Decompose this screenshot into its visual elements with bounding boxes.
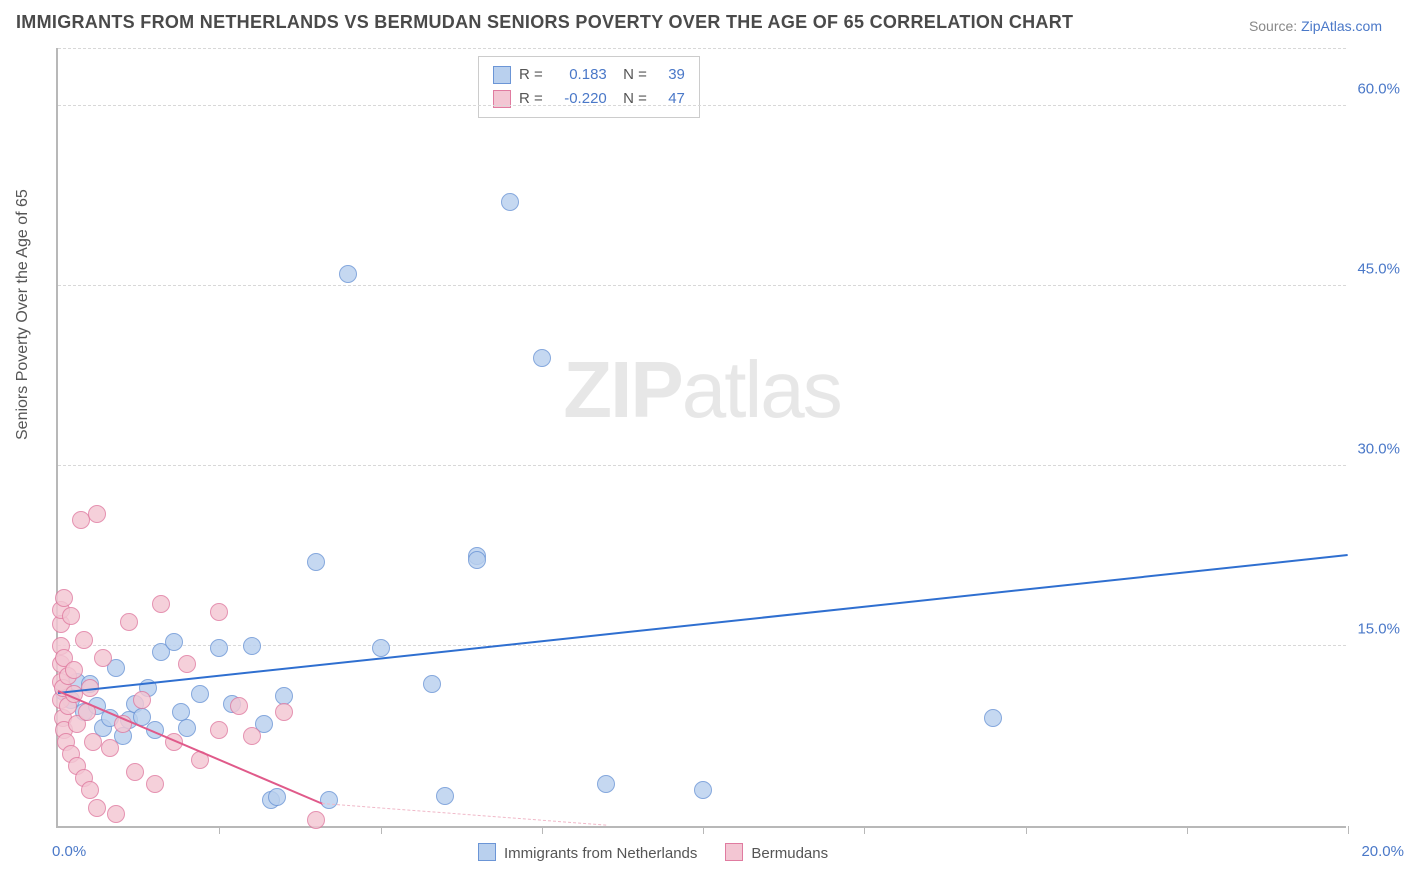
data-point bbox=[178, 719, 196, 737]
data-point bbox=[210, 639, 228, 657]
data-point bbox=[436, 787, 454, 805]
gridline-h bbox=[58, 285, 1346, 286]
legend-r-label: R = bbox=[519, 63, 543, 87]
data-point bbox=[81, 781, 99, 799]
data-point bbox=[339, 265, 357, 283]
x-tick-minor bbox=[219, 826, 220, 834]
data-point bbox=[533, 349, 551, 367]
data-point bbox=[101, 739, 119, 757]
scatter-plot-area: ZIPatlas R = 0.183 N = 39R = -0.220 N = 47 0… bbox=[56, 48, 1346, 828]
y-tick-label: 60.0% bbox=[1357, 81, 1400, 98]
legend-r-value: -0.220 bbox=[551, 87, 607, 111]
data-point bbox=[694, 781, 712, 799]
legend-label: Immigrants from Netherlands bbox=[504, 845, 697, 862]
data-point bbox=[88, 799, 106, 817]
data-point bbox=[210, 721, 228, 739]
gridline-h bbox=[58, 105, 1346, 106]
data-point bbox=[55, 589, 73, 607]
data-point bbox=[178, 655, 196, 673]
x-tick-minor bbox=[381, 826, 382, 834]
legend-label: Bermudans bbox=[751, 845, 828, 862]
legend-item: Immigrants from Netherlands bbox=[478, 843, 697, 862]
data-point bbox=[75, 631, 93, 649]
chart-title: IMMIGRANTS FROM NETHERLANDS VS BERMUDAN … bbox=[16, 12, 1073, 33]
legend-swatch bbox=[493, 66, 511, 84]
x-axis-max-label: 20.0% bbox=[1361, 843, 1404, 860]
data-point bbox=[133, 691, 151, 709]
gridline-h bbox=[58, 48, 1346, 49]
data-point bbox=[146, 775, 164, 793]
legend-r-label: R = bbox=[519, 87, 543, 111]
x-axis-min-label: 0.0% bbox=[52, 843, 86, 860]
x-tick-minor bbox=[542, 826, 543, 834]
source-attribution: Source: ZipAtlas.com bbox=[1249, 18, 1382, 34]
data-point bbox=[94, 649, 112, 667]
data-point bbox=[307, 553, 325, 571]
data-point bbox=[62, 607, 80, 625]
data-point bbox=[307, 811, 325, 829]
x-tick-minor bbox=[1348, 826, 1349, 834]
legend-swatch bbox=[725, 843, 743, 861]
data-point bbox=[210, 603, 228, 621]
x-tick-minor bbox=[1026, 826, 1027, 834]
watermark: ZIPatlas bbox=[563, 344, 840, 436]
x-tick-minor bbox=[864, 826, 865, 834]
source-link[interactable]: ZipAtlas.com bbox=[1301, 18, 1382, 34]
data-point bbox=[165, 633, 183, 651]
data-point bbox=[191, 685, 209, 703]
legend-n-label: N = bbox=[615, 63, 647, 87]
gridline-h bbox=[58, 465, 1346, 466]
legend-item: Bermudans bbox=[725, 843, 828, 862]
data-point bbox=[275, 703, 293, 721]
data-point bbox=[107, 805, 125, 823]
data-point bbox=[243, 637, 261, 655]
legend-n-label: N = bbox=[615, 87, 647, 111]
x-tick-minor bbox=[1187, 826, 1188, 834]
data-point bbox=[468, 551, 486, 569]
y-tick-label: 15.0% bbox=[1357, 621, 1400, 638]
regression-line bbox=[58, 554, 1348, 694]
data-point bbox=[230, 697, 248, 715]
data-point bbox=[120, 613, 138, 631]
data-point bbox=[243, 727, 261, 745]
y-tick-label: 30.0% bbox=[1357, 441, 1400, 458]
data-point bbox=[984, 709, 1002, 727]
watermark-bold: ZIP bbox=[563, 345, 681, 434]
source-prefix: Source: bbox=[1249, 18, 1301, 34]
x-tick-minor bbox=[703, 826, 704, 834]
data-point bbox=[423, 675, 441, 693]
y-axis-label: Seniors Poverty Over the Age of 65 bbox=[14, 189, 32, 440]
legend-swatch bbox=[478, 843, 496, 861]
data-point bbox=[65, 661, 83, 679]
regression-line bbox=[322, 803, 606, 826]
legend-row: R = 0.183 N = 39 bbox=[493, 63, 685, 87]
data-point bbox=[372, 639, 390, 657]
data-point bbox=[320, 791, 338, 809]
legend-r-value: 0.183 bbox=[551, 63, 607, 87]
y-tick-label: 45.0% bbox=[1357, 261, 1400, 278]
series-legend: Immigrants from Netherlands Bermudans bbox=[478, 843, 828, 862]
watermark-rest: atlas bbox=[682, 345, 841, 434]
data-point bbox=[501, 193, 519, 211]
data-point bbox=[126, 763, 144, 781]
correlation-legend: R = 0.183 N = 39 R = -0.220 N = 47 bbox=[478, 56, 700, 118]
data-point bbox=[88, 505, 106, 523]
legend-n-value: 47 bbox=[655, 87, 685, 111]
data-point bbox=[597, 775, 615, 793]
data-point bbox=[152, 595, 170, 613]
legend-n-value: 39 bbox=[655, 63, 685, 87]
data-point bbox=[268, 788, 286, 806]
legend-row: R = -0.220 N = 47 bbox=[493, 87, 685, 111]
